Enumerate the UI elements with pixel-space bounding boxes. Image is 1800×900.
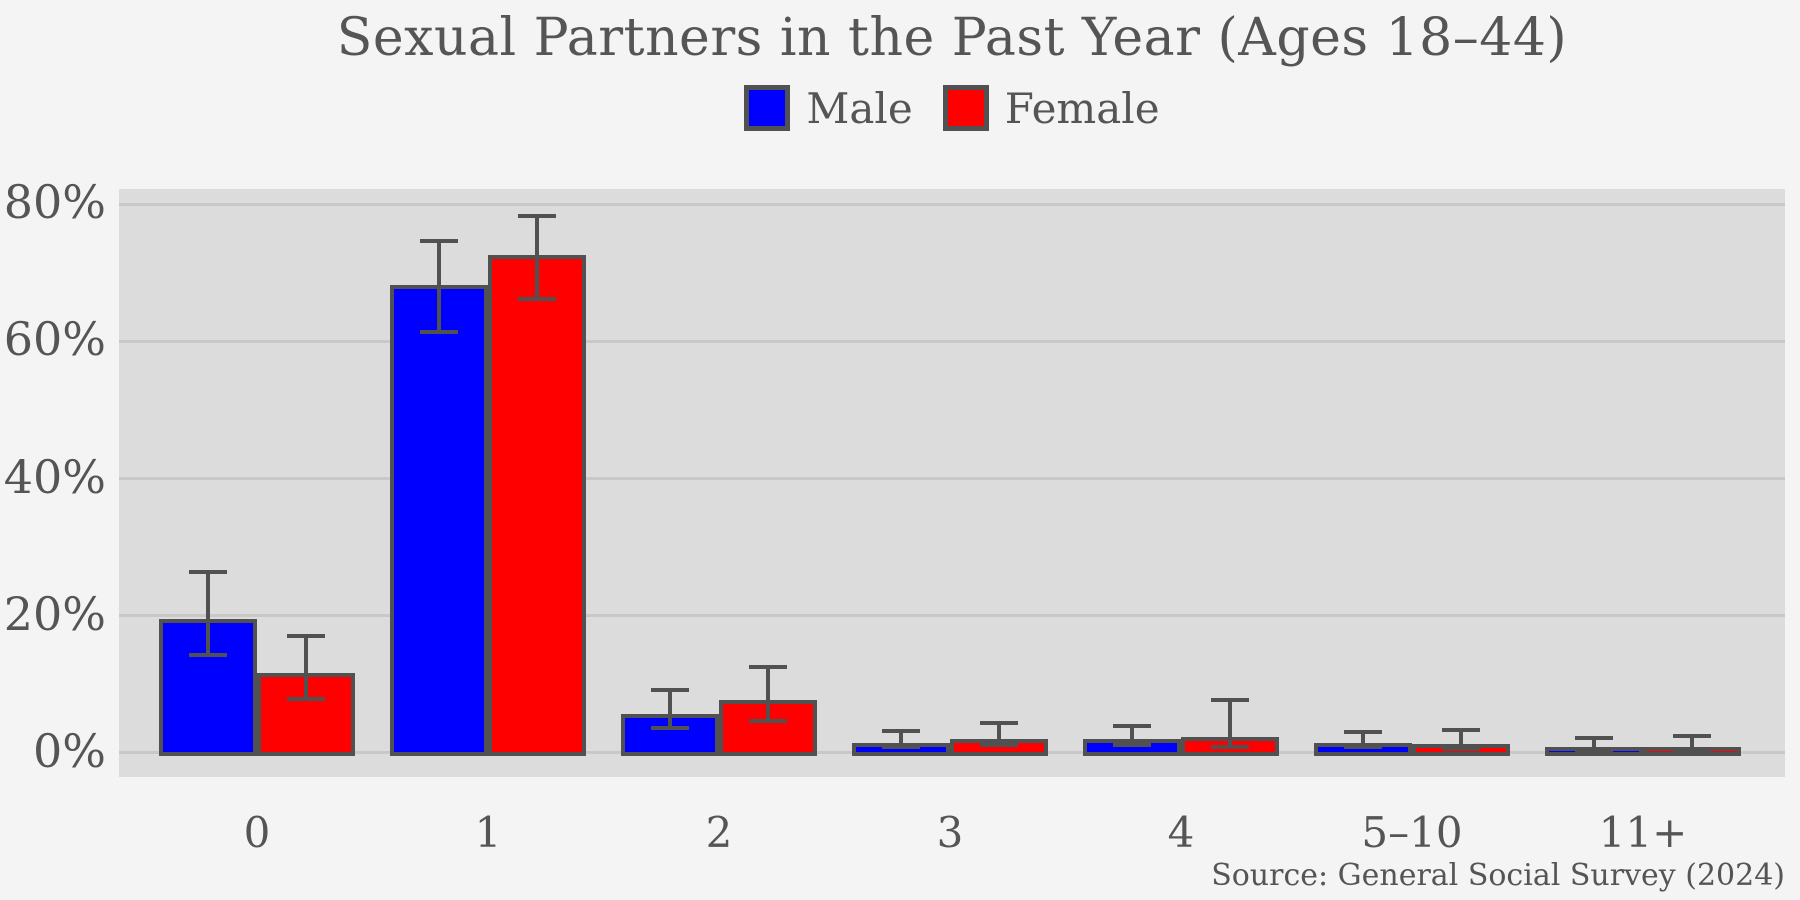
x-tick-label-0: 0: [243, 808, 271, 857]
legend-item-male: Male: [744, 83, 913, 133]
error-cap-top: [980, 721, 1018, 726]
error-bar-male-3: [899, 731, 903, 747]
error-cap-top: [749, 665, 787, 670]
x-tick-label-5–10: 5–10: [1361, 808, 1463, 857]
y-tick-label-80: 80%: [3, 175, 106, 230]
error-cap-bottom: [1575, 748, 1613, 753]
error-cap-top: [287, 633, 325, 638]
error-cap-bottom: [1442, 746, 1480, 751]
error-bar-male-4: [1130, 725, 1134, 745]
error-cap-top: [1673, 733, 1711, 738]
error-bar-female-11+: [1690, 735, 1694, 751]
y-tick-label-60: 60%: [3, 312, 106, 367]
error-cap-top: [1344, 729, 1382, 734]
source-credit: Source: General Social Survey (2024): [1211, 858, 1785, 893]
error-cap-bottom: [651, 725, 689, 730]
error-cap-top: [420, 239, 458, 244]
gridline-80: [119, 202, 1785, 206]
error-cap-top: [518, 214, 556, 219]
legend: Male Female: [119, 82, 1785, 134]
error-bar-female-0: [304, 635, 308, 700]
legend-swatch-male-icon: [744, 85, 791, 131]
error-cap-bottom: [1113, 742, 1151, 747]
legend-item-female: Female: [942, 83, 1160, 133]
x-tick-label-3: 3: [936, 808, 964, 857]
error-bar-female-5–10: [1459, 729, 1463, 749]
error-cap-top: [1442, 727, 1480, 732]
error-cap-bottom: [420, 329, 458, 334]
x-tick-label-1: 1: [474, 808, 502, 857]
y-tick-label-0: 0%: [33, 724, 106, 779]
gridline-60: [119, 339, 1785, 343]
error-bar-male-0: [206, 571, 210, 655]
error-cap-bottom: [189, 652, 227, 657]
error-cap-top: [189, 569, 227, 574]
y-tick-label-20: 20%: [3, 586, 106, 641]
plot-area: [119, 189, 1785, 777]
x-tick-label-11+: 11+: [1598, 808, 1688, 857]
error-bar-male-2: [668, 689, 672, 728]
legend-label-female: Female: [1004, 83, 1160, 133]
x-tick-label-2: 2: [705, 808, 733, 857]
legend-label-male: Male: [806, 83, 913, 133]
error-bar-male-5–10: [1361, 731, 1365, 747]
bar-male-1: [390, 285, 488, 756]
chart-title: Sexual Partners in the Past Year (Ages 1…: [336, 8, 1568, 68]
error-bar-female-2: [766, 667, 770, 721]
error-cap-bottom: [287, 697, 325, 702]
error-cap-top: [1113, 723, 1151, 728]
bar-male-0: [159, 619, 257, 756]
error-cap-top: [651, 687, 689, 692]
error-bar-female-4: [1228, 700, 1232, 748]
error-bar-male-1: [437, 241, 441, 332]
error-cap-bottom: [980, 742, 1018, 747]
legend-swatch-female-icon: [942, 85, 989, 131]
error-cap-bottom: [882, 744, 920, 749]
gridline-40: [119, 477, 1785, 481]
error-cap-bottom: [1344, 744, 1382, 749]
error-cap-top: [1575, 735, 1613, 740]
y-tick-label-40: 40%: [3, 449, 106, 504]
error-cap-bottom: [1211, 745, 1249, 750]
error-bar-male-11+: [1592, 737, 1596, 751]
error-bar-female-3: [997, 723, 1001, 745]
error-cap-bottom: [1673, 748, 1711, 753]
bar-female-1: [488, 254, 586, 756]
error-cap-bottom: [518, 296, 556, 301]
x-tick-label-4: 4: [1167, 808, 1195, 857]
gridline-20: [119, 614, 1785, 618]
error-cap-bottom: [749, 718, 787, 723]
error-bar-female-1: [535, 216, 539, 299]
error-cap-top: [882, 729, 920, 734]
error-cap-top: [1211, 698, 1249, 703]
